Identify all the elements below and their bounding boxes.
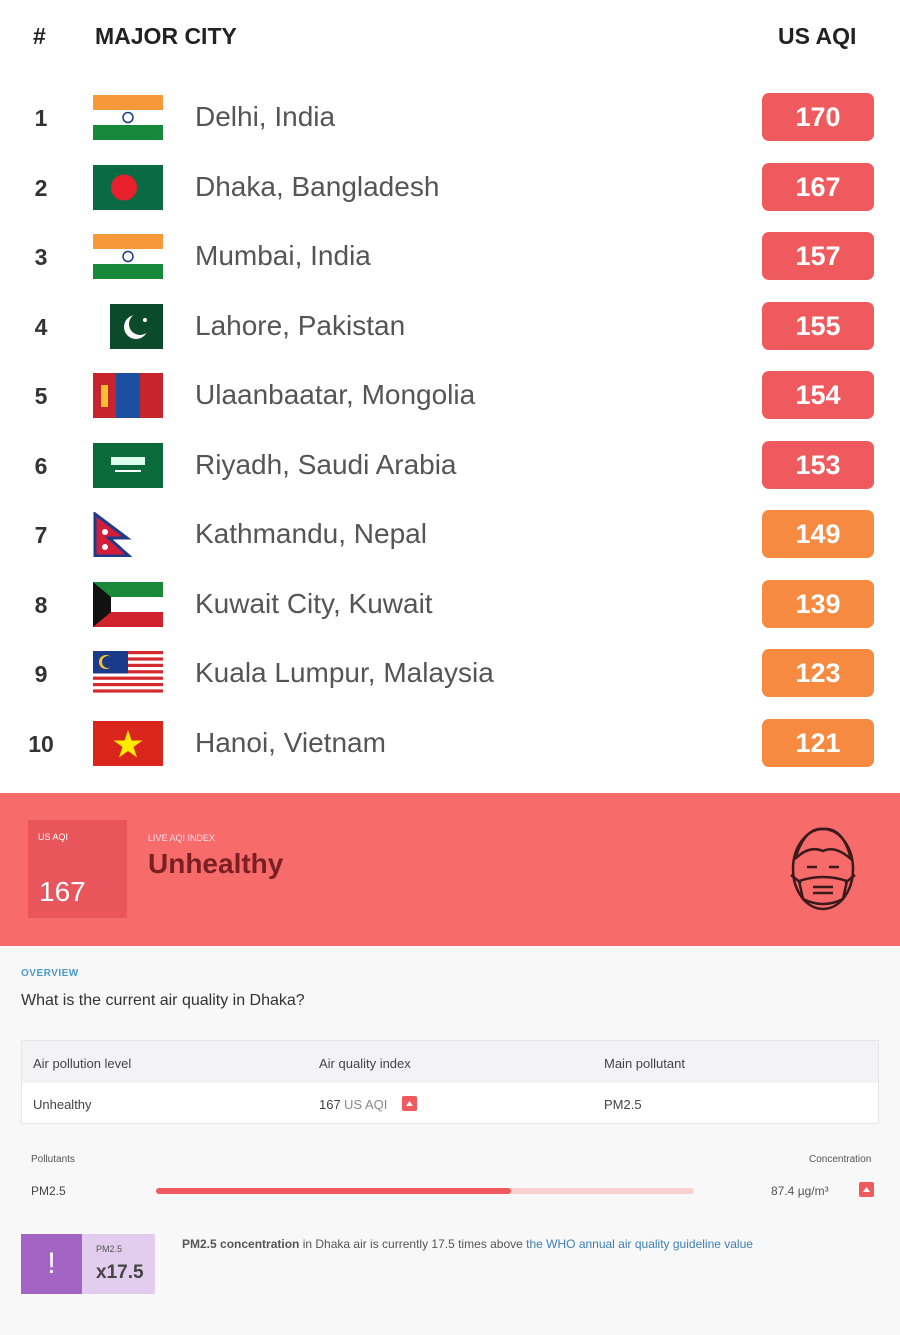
city-name: Mumbai, India xyxy=(195,240,371,271)
who-factor: x17.5 xyxy=(96,1262,144,1283)
rank: 6 xyxy=(34,452,48,479)
aqi-badge: 170 xyxy=(762,93,874,141)
mask-icon xyxy=(790,827,856,911)
flag xyxy=(93,234,163,284)
flag-icon xyxy=(110,303,163,349)
city-name: Riyadh, Saudi Arabia xyxy=(195,448,457,480)
flag xyxy=(93,164,163,215)
rank-header: # xyxy=(33,23,46,49)
rank: 7 xyxy=(34,522,48,548)
concentration-unit: µg/m³ xyxy=(797,1184,829,1198)
aqi-badge: 157 xyxy=(762,232,874,280)
rank: 1 xyxy=(34,105,48,131)
aqi-badge: 167 xyxy=(762,162,874,211)
city-name: Lahore, Pakistan xyxy=(195,309,406,341)
rank: 2 xyxy=(34,174,48,201)
concentration-track xyxy=(156,1188,694,1194)
flag xyxy=(93,720,163,771)
aqi-badge: 149 xyxy=(762,510,874,558)
aqi-box-value: 167 xyxy=(39,876,86,907)
rank: 5 xyxy=(34,383,48,409)
flag-icon xyxy=(93,581,163,627)
aqi-badge: 121 xyxy=(762,718,874,767)
flag xyxy=(93,511,163,562)
city-name: Kuwait City, Kuwait xyxy=(195,587,433,619)
flag-icon xyxy=(93,234,163,279)
flag xyxy=(93,303,163,354)
table-aqi-unit: US AQI xyxy=(344,1097,388,1112)
who-text: in Dhaka air is currently 17.5 times abo… xyxy=(299,1237,527,1251)
city-name: Ulaanbaatar, Mongolia xyxy=(195,379,476,410)
table-pollutant: PM2.5 xyxy=(604,1097,642,1112)
table-header: Main pollutant xyxy=(604,1056,685,1071)
aqi-box-label: US AQI xyxy=(38,832,69,842)
city-name: Delhi, India xyxy=(195,101,336,132)
who-lead: PM2.5 concentration xyxy=(182,1237,300,1251)
aqi-badge: 123 xyxy=(762,649,874,697)
who-icon: ! xyxy=(21,1234,82,1294)
index-label: LIVE AQI INDEX xyxy=(148,833,216,843)
aqi-header: US AQI xyxy=(778,23,857,49)
overview-table: Air pollution level Air quality index Ma… xyxy=(21,1040,879,1124)
flag xyxy=(93,651,163,701)
rank: 8 xyxy=(34,591,48,618)
concentration-value: 87.4 µg/m³ xyxy=(771,1184,829,1198)
flag-icon xyxy=(93,95,163,140)
flag-icon xyxy=(93,720,163,766)
aqi-banner: US AQI 167 LIVE AQI INDEX Unhealthy xyxy=(0,793,900,946)
aqi-badge: 153 xyxy=(762,440,874,489)
rank: 3 xyxy=(34,244,48,270)
aqi-badge: 155 xyxy=(762,301,874,350)
who-box: ! PM2.5 x17.5 xyxy=(21,1234,155,1294)
aqi-badge: 139 xyxy=(762,579,874,628)
flag xyxy=(93,95,163,145)
rank: 9 xyxy=(34,661,48,687)
overview-question: What is the current air quality in Dhaka… xyxy=(21,992,305,1009)
who-sentence: PM2.5 concentration in Dhaka air is curr… xyxy=(182,1237,753,1251)
table-header: Air quality index xyxy=(319,1056,411,1071)
city-name: Kathmandu, Nepal xyxy=(195,518,427,549)
aqi-box: US AQI 167 xyxy=(28,820,127,918)
table-aqi: 167 xyxy=(319,1097,341,1112)
flag-icon xyxy=(93,511,133,558)
flag xyxy=(93,442,163,493)
overview-label: OVERVIEW xyxy=(21,968,79,979)
flag xyxy=(93,373,163,423)
pollutant-name: PM2.5 xyxy=(31,1184,66,1198)
concentration-fill xyxy=(156,1188,512,1194)
status: Unhealthy xyxy=(148,848,284,879)
who-link[interactable]: the WHO annual air quality guideline val… xyxy=(526,1237,753,1251)
rank: 10 xyxy=(28,730,54,757)
rank: 4 xyxy=(34,313,48,340)
city-name: Kuala Lumpur, Malaysia xyxy=(195,657,494,688)
warn-icon xyxy=(859,1182,874,1197)
concentration-number: 87.4 xyxy=(771,1184,795,1198)
warn-icon xyxy=(402,1096,417,1111)
aqi-badge: 154 xyxy=(762,371,874,419)
flag-icon xyxy=(93,651,163,696)
table-header: Air pollution level xyxy=(33,1056,132,1071)
city-name: Hanoi, Vietnam xyxy=(195,726,386,758)
city-header: MAJOR CITY xyxy=(95,23,237,49)
overview-section: OVERVIEW What is the current air quality… xyxy=(0,946,900,1335)
flag-icon xyxy=(93,373,163,418)
table-level: Unhealthy xyxy=(33,1097,92,1112)
who-pollutant: PM2.5 xyxy=(96,1244,123,1254)
flag-icon xyxy=(93,164,163,210)
city-name: Dhaka, Bangladesh xyxy=(195,170,440,202)
pollutants-label: Pollutants xyxy=(31,1154,75,1165)
concentration-label: Concentration xyxy=(809,1154,872,1165)
table-header-row xyxy=(22,1041,878,1083)
flag xyxy=(93,581,163,632)
flag-icon xyxy=(93,442,163,488)
